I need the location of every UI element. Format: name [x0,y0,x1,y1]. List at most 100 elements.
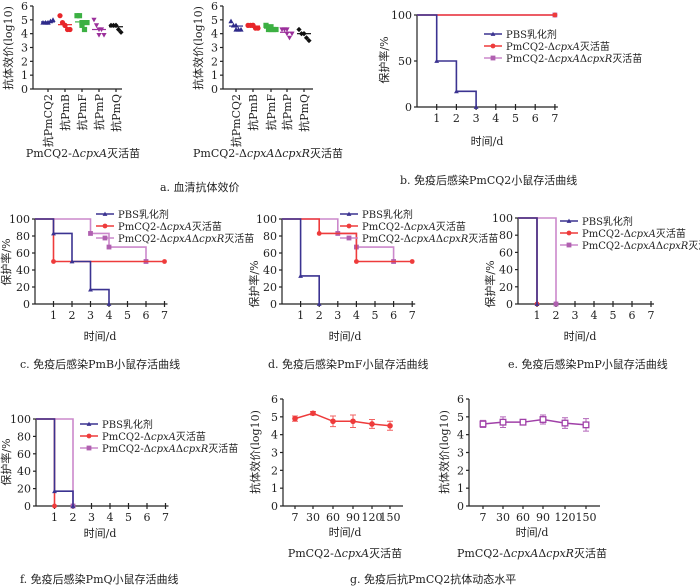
caption-a: a. 血清抗体效价 [160,180,240,194]
x-tick-label: 7 [162,511,169,524]
text-segment: Δ [176,444,183,455]
x-tick-label: 6 [532,112,539,125]
x-tick-label: 2 [70,511,77,524]
square-marker [81,26,88,33]
legend-label: PBS乳化剂 [102,418,153,431]
text-segment: PBS乳化剂 [362,208,413,221]
y-axis-label: 保护率/% [377,36,391,83]
y-axis-label: 抗体效价(log10) [1,6,15,90]
legend-item: PBS乳化剂 [484,28,557,41]
x-tick-label: 5 [512,112,519,125]
square-marker [79,20,85,26]
y-tick-label: 100 [256,213,277,226]
y-axis-label: 保护率/% [0,238,13,285]
square-marker [79,22,85,28]
y-tick-label: 80 [17,430,31,443]
x-tick-label: 1 [50,309,57,322]
x-tick-label: 150 [576,511,597,524]
x-tick-label: 5 [372,309,379,322]
x-tick-label: 5 [125,511,132,524]
x-tick-label: 30 [306,511,320,524]
square-marker [102,235,108,241]
opensquare-marker [519,418,527,426]
text-segment: cpxA [555,54,580,65]
x-axis-label: 时间/d [329,526,362,539]
text-segment: PmCQ2-Δ [102,432,151,443]
x-tick-label: 7 [161,309,168,322]
square-marker [346,235,352,241]
y-tick-label: 3 [211,42,218,55]
text-segment: 灭活苗 [107,147,140,160]
series-line [294,412,391,427]
circle-marker [354,259,359,264]
x-tick-label: 抗PmQ [109,94,123,132]
text-segment: cpxR [546,547,574,560]
survival-curve [36,418,56,506]
legend-label: PmCQ2-ΔcpxAΔcpxR灭活苗 [118,233,254,245]
triangle-marker [346,211,352,216]
circle-marker [490,43,496,49]
circle-marker [51,259,56,264]
square-marker [106,244,112,250]
y-tick-label: 4 [271,429,278,442]
invtriangle-marker [101,32,107,38]
text-segment: 灭活苗 [176,431,206,443]
text-segment: cpxA [247,147,274,160]
circle-marker [409,259,415,264]
x-tick-label: 4 [106,309,113,322]
y-tick-label: 40 [16,264,30,277]
legend-label: PBS乳化剂 [118,208,169,221]
diamond-marker [118,29,124,35]
x-tick-label: 2 [453,112,460,125]
x-axis-label: 时间/d [564,330,597,343]
y-tick-label: 80 [263,230,277,243]
text-segment: PmCQ2-Δ [362,234,411,245]
invtriangle-marker [286,35,293,41]
text-segment: cpxR [199,234,225,245]
y-tick-label: 60 [17,448,31,461]
circle-marker [57,13,63,19]
x-tick-label: 3 [572,309,579,322]
diamond-marker [296,26,302,33]
text-segment: 灭活苗 [656,228,686,240]
triangle-marker [52,488,57,494]
x-tick-label: 3 [88,511,95,524]
triangle-marker [473,104,479,109]
text-segment: PmCQ2-Δ [26,147,80,160]
text-segment: PmCQ2-Δ [193,147,247,160]
text-segment: cpxA [411,234,436,245]
x-tick-label: 抗PmP [280,93,294,130]
diamond-marker [303,35,310,41]
triangle-marker [106,301,112,306]
text-segment: PmCQ2-Δ [506,42,555,53]
triangle-marker [566,218,572,223]
y-tick-label: 5 [211,14,218,27]
text-segment: Δ [538,547,546,560]
triangle-marker [233,26,239,32]
y-tick-label: 20 [499,281,513,294]
text-segment: 灭活苗 [224,233,254,245]
caption-b: b. 免疫后感染PmCQ2小鼠存活曲线 [400,173,577,187]
x-tick-label: 1 [433,112,440,125]
triangle-marker [316,301,322,306]
x-tick-label: 6 [143,309,150,322]
text-segment: PmCQ2-Δ [506,54,555,65]
y-tick-label: 100 [492,212,513,225]
x-tick-label: 120 [362,511,383,524]
x-tick-label: 1 [534,309,541,322]
triangle-marker [238,26,244,32]
x-axis-label: 时间/d [84,527,117,540]
circle-marker [552,12,558,18]
opensquare-marker [582,421,590,429]
text-segment: PmCQ2-Δ [457,547,511,560]
text-segment: cpxA [151,444,176,455]
circle-marker [52,503,57,509]
x-tick-label: 抗PmQ [297,94,311,132]
text-segment: Δ [436,234,443,245]
text-segment: PBS乳化剂 [118,208,169,221]
square-marker [566,242,572,248]
x-tick-label: 6 [390,309,397,322]
